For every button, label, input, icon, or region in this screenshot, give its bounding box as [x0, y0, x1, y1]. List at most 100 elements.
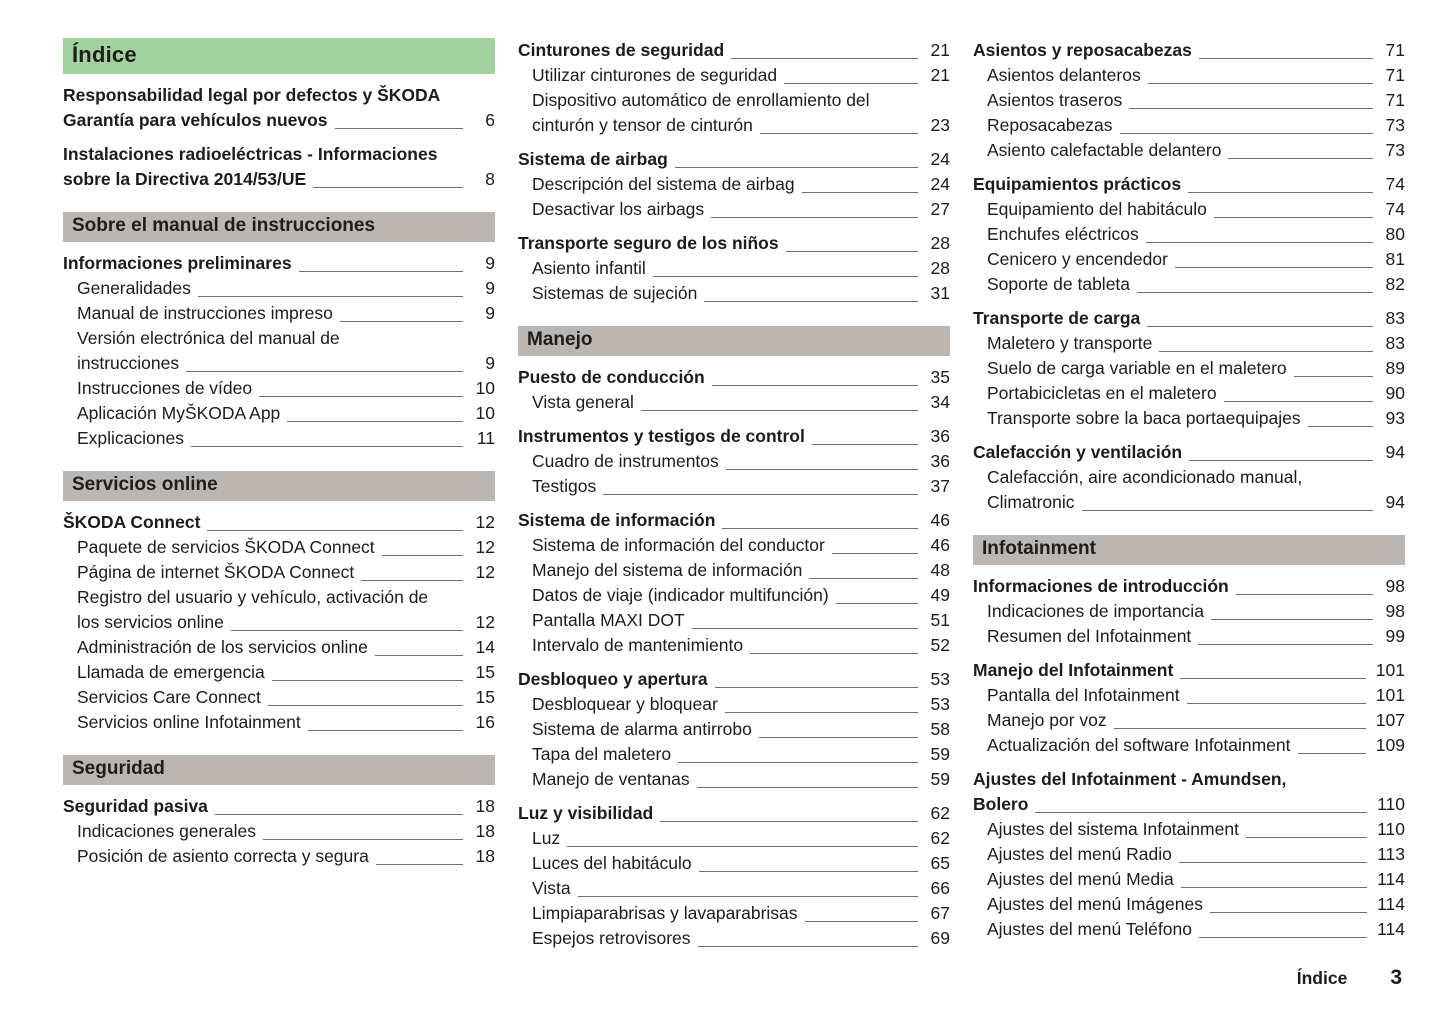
toc-entry-text: Resumen del Infotainment — [987, 626, 1192, 646]
toc-entry-sub: Portabicicletas en el maletero 90 — [973, 381, 1405, 406]
toc-entry-lastline: Manual de instrucciones impreso 9 — [77, 301, 495, 326]
toc-entry-lastline: Seguridad pasiva 18 — [63, 794, 495, 819]
toc-entry-sub: Asientos delanteros 71 — [973, 63, 1405, 88]
toc-entry-lastline: Servicios online Infotainment 16 — [77, 710, 495, 735]
toc-entry-text: Asientos delanteros — [987, 65, 1141, 85]
leader-line — [186, 371, 463, 372]
toc-entry-text: Maletero y transporte — [987, 333, 1153, 353]
toc-entry-page-number: 90 — [1385, 383, 1405, 403]
leader-line — [801, 192, 918, 193]
toc-entry-sub: Reposacabezas 73 — [973, 113, 1405, 138]
toc-entry-page-number: 83 — [1385, 308, 1405, 328]
leader-line — [750, 653, 918, 654]
footer-page-number: 3 — [1390, 966, 1402, 989]
leader-line — [696, 787, 918, 788]
toc-entry-lastline: Sistemas de sujeción 31 — [532, 281, 950, 306]
toc-entry-page-number: 110 — [1377, 794, 1405, 814]
leader-line — [1129, 108, 1373, 109]
toc-entry-sub: Paquete de servicios ŠKODA Connect 12 — [63, 535, 495, 560]
leader-line — [731, 58, 918, 59]
toc-entry-lastline: Enchufes eléctricos 80 — [987, 222, 1405, 247]
toc-entry-lastline: Página de internet ŠKODA Connect 12 — [77, 560, 495, 585]
toc-entry-page-number: 69 — [930, 928, 950, 948]
toc-entry-text: los servicios online — [77, 612, 224, 632]
toc-entry-page-number: 51 — [930, 610, 950, 630]
toc-entry-text: Vista — [532, 878, 571, 898]
toc-entry-lastline: Sistema de airbag 24 — [518, 147, 950, 172]
toc-entry-main: Manejo del Infotainment 101 — [973, 658, 1405, 683]
toc-entry-sub: Servicios online Infotainment 16 — [63, 710, 495, 735]
toc-entry-text: Vista general — [532, 392, 634, 412]
toc-entry-page-number: 23 — [930, 115, 950, 135]
toc-entry-sub: Espejos retrovisores 69 — [518, 926, 950, 951]
toc-entry-page-number: 6 — [485, 110, 495, 130]
toc-entry-text: Tapa del maletero — [532, 744, 672, 764]
toc-entry-main: Transporte seguro de los niños 28 — [518, 231, 950, 256]
leader-line — [722, 528, 918, 529]
toc-entry-text: Pantalla del Infotainment — [987, 685, 1180, 705]
toc-entry-sub: Vista general 34 — [518, 390, 950, 415]
toc-entry-page-number: 83 — [1385, 333, 1405, 353]
toc-entry-lastline: Desbloqueo y apertura 53 — [518, 667, 950, 692]
toc-entry-line: Ajustes del Infotainment - Amundsen, — [973, 769, 1287, 789]
toc-entry-page-number: 53 — [930, 669, 950, 689]
toc-entry-page-number: 66 — [930, 878, 950, 898]
toc-entry-text: Luz — [532, 828, 561, 848]
toc-entry-lastline: Pantalla del Infotainment 101 — [987, 683, 1405, 708]
toc-entry-lastline: Instrucciones de vídeo 10 — [77, 376, 495, 401]
toc-entry-lastline: Transporte seguro de los niños 28 — [518, 231, 950, 256]
toc-entry-text: Desactivar los airbags — [532, 199, 705, 219]
leader-line — [1223, 401, 1373, 402]
toc-entry-page-number: 58 — [930, 719, 950, 739]
leader-line — [1145, 242, 1373, 243]
toc-entry-text: Transporte sobre la baca portaequipajes — [987, 408, 1301, 428]
toc-entry-page-number: 52 — [930, 635, 950, 655]
toc-entry-text: Equipamiento del habitáculo — [987, 199, 1207, 219]
toc-entry-page-number: 65 — [930, 853, 950, 873]
toc-entry-lastline: Puesto de conducción 35 — [518, 365, 950, 390]
leader-line — [1147, 326, 1373, 327]
leader-line — [1113, 728, 1366, 729]
toc-entry-sub: Instrucciones de vídeo 10 — [63, 376, 495, 401]
toc-entry-line: Registro del usuario y vehículo, activac… — [77, 587, 429, 607]
toc-entry-text: Espejos retrovisores — [532, 928, 691, 948]
toc-entry-text: Reposacabezas — [987, 115, 1113, 135]
toc-entry-page-number: 110 — [1377, 819, 1405, 839]
toc-entry-sub: Utilizar cinturones de seguridad 21 — [518, 63, 950, 88]
toc-entry-main: Desbloqueo y apertura 53 — [518, 667, 950, 692]
leader-line — [334, 128, 463, 129]
toc-entry-lastline: Garantía para vehículos nuevos 6 — [63, 108, 495, 133]
leader-line — [1245, 837, 1368, 838]
toc-column-2: Cinturones de seguridad 21 Utilizar cintur… — [518, 38, 950, 951]
leader-line — [259, 396, 463, 397]
toc-entry-page-number: 89 — [1385, 358, 1405, 378]
toc-entry-sub: Explicaciones 11 — [63, 426, 495, 451]
toc-entry-text: Desbloqueo y apertura — [518, 669, 708, 689]
toc-entry-lastline: Posición de asiento correcta y segura 18 — [77, 844, 495, 869]
toc-entry-page-number: 46 — [930, 535, 950, 555]
toc-entry-main: Sistema de información 46 — [518, 508, 950, 533]
toc-entry-page-number: 114 — [1377, 869, 1405, 889]
toc-entry-text: Cuadro de instrumentos — [532, 451, 719, 471]
toc-entry-sub: Actualización del software Infotainment 1… — [973, 733, 1405, 758]
toc-entry-lastline: Asientos delanteros 71 — [987, 63, 1405, 88]
toc-entry-sub: Desbloquear y bloquear 53 — [518, 692, 950, 717]
toc-entry-lastline: Cuadro de instrumentos 36 — [532, 449, 950, 474]
toc-entry-lastline: Llamada de emergencia 15 — [77, 660, 495, 685]
toc-entry-lastline: Sistema de información del conductor 46 — [532, 533, 950, 558]
leader-line — [809, 578, 918, 579]
toc-entry-main: Seguridad pasiva 18 — [63, 794, 495, 819]
toc-entry-main: Informaciones preliminares 9 — [63, 251, 495, 276]
toc-entry-lastline: Bolero 110 — [973, 792, 1405, 817]
section-header-bar: Manejo — [518, 326, 950, 356]
leader-line — [1189, 460, 1373, 461]
toc-entry-main: Asientos y reposacabezas 71 — [973, 38, 1405, 63]
toc-entry-lastline: Explicaciones 11 — [77, 426, 495, 451]
toc-entry-page-number: 34 — [930, 392, 950, 412]
toc-entry-lastline: Ajustes del menú Media 114 — [987, 867, 1405, 892]
toc-entry-sub: Ajustes del menú Imágenes 114 — [973, 892, 1405, 917]
toc-entry-text: Luz y visibilidad — [518, 803, 654, 823]
toc-entry-sub: Versión electrónica del manual de instruc… — [63, 326, 495, 376]
toc-entry-main: Luz y visibilidad 62 — [518, 801, 950, 826]
toc-entry-page-number: 18 — [475, 846, 495, 866]
